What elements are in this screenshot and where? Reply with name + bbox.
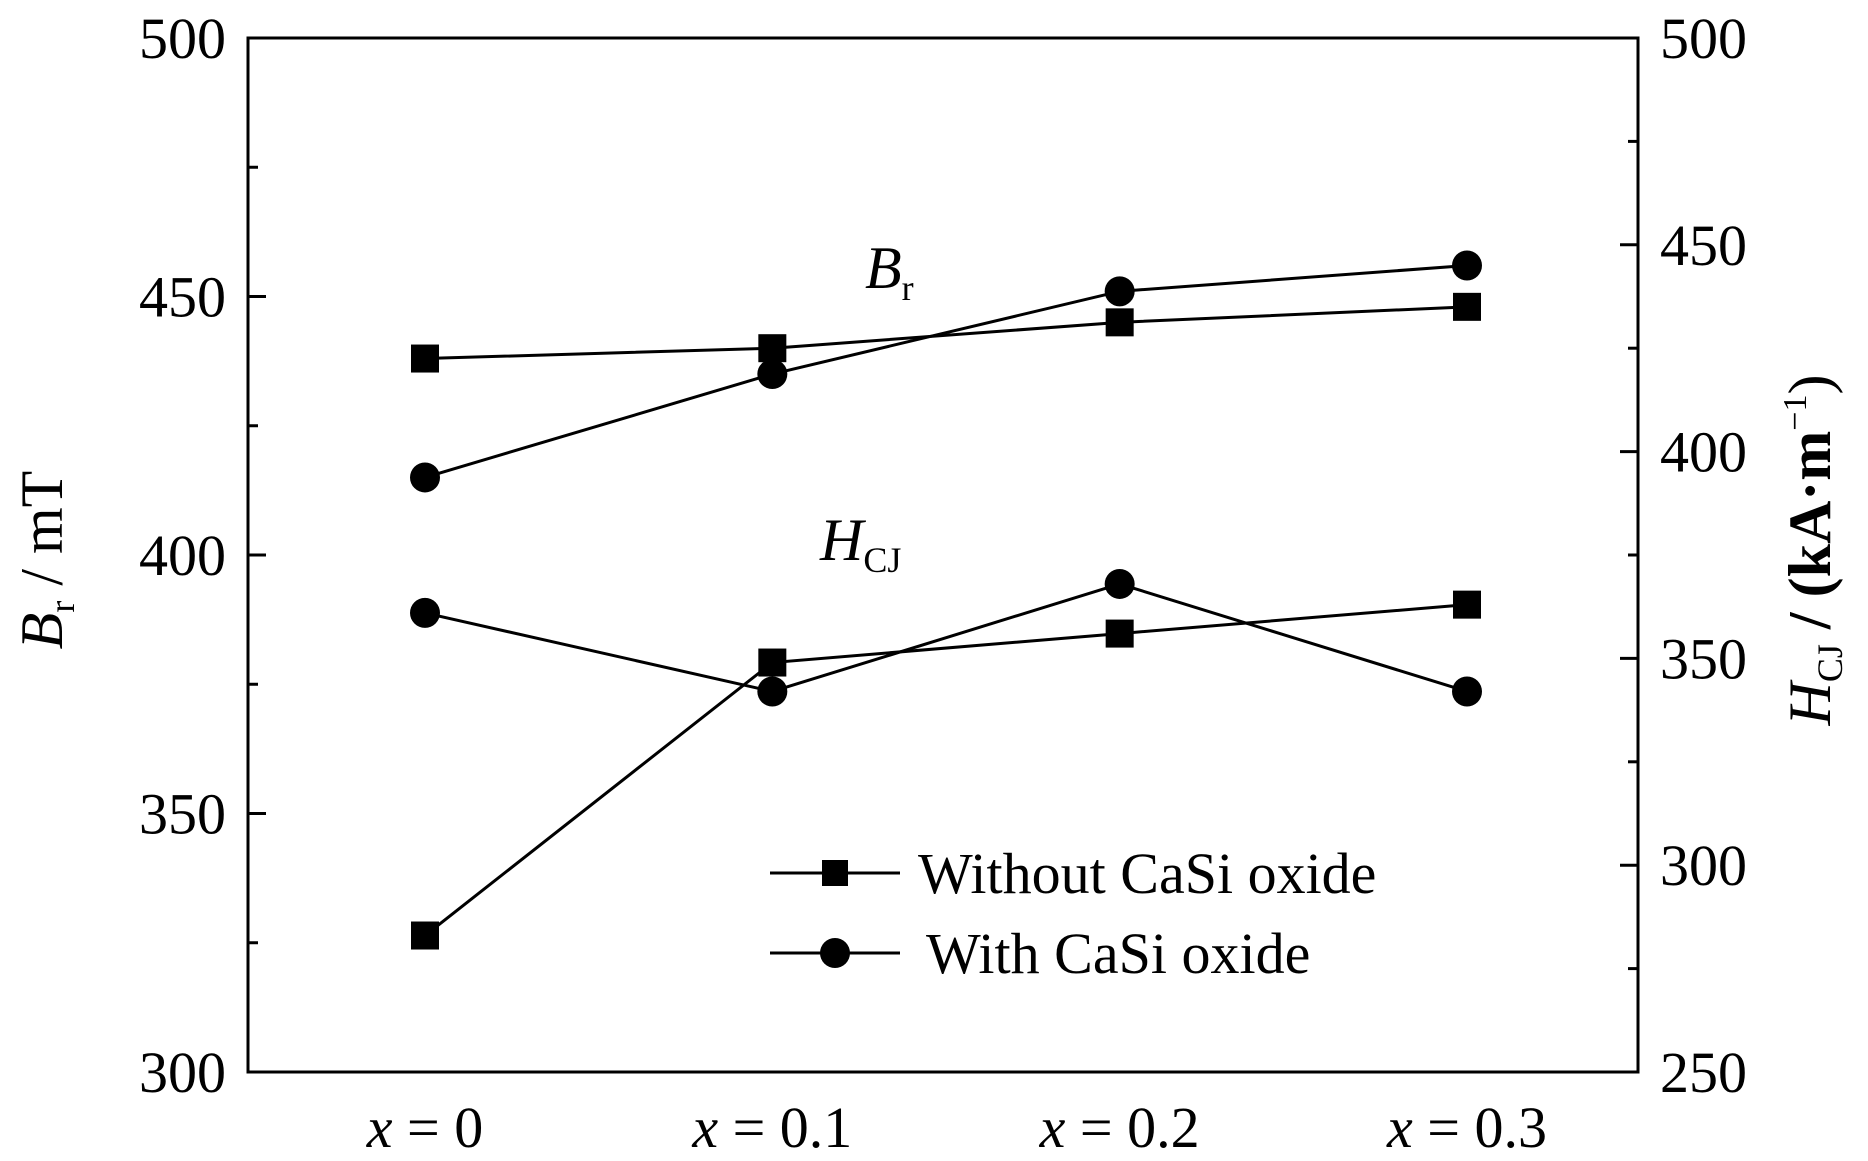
- right-tick-label: 300: [1660, 833, 1747, 898]
- br-annotation: Br: [865, 235, 914, 308]
- x-category-label: x = 0.1: [691, 1095, 852, 1160]
- hcj-without-point: [758, 648, 787, 677]
- hcj-with-point: [410, 597, 440, 628]
- br-without-point: [1105, 308, 1134, 337]
- right-tick-label: 400: [1660, 420, 1747, 485]
- hcj-with-point: [1104, 568, 1135, 599]
- x-category-label: x = 0.3: [1386, 1095, 1547, 1160]
- legend-square-marker: [822, 860, 848, 886]
- right-tick-label: 250: [1660, 1040, 1747, 1105]
- br-with-point: [410, 462, 440, 493]
- hcj-without-line: [424, 603, 1468, 937]
- br-without-line: [424, 305, 1468, 361]
- left-tick-label: 450: [139, 265, 226, 330]
- hcj-annotation: HCJ: [819, 507, 901, 580]
- legend-label-without: Without CaSi oxide: [918, 841, 1376, 906]
- hcj-with-point: [757, 676, 788, 707]
- plot-frame: [246, 36, 1640, 1074]
- legend-circle-marker: [820, 938, 850, 968]
- left-tick-label: 350: [139, 782, 226, 847]
- br-with-point: [757, 359, 788, 390]
- right-axis-title: HCJ / (kA·m−1): [1777, 375, 1850, 727]
- axes: 300 350 400 450 500 250 300 350 400 450 500 x = 0 x …: [139, 6, 1747, 1160]
- left-tick-label: 400: [139, 523, 226, 588]
- right-tick-label: 350: [1660, 626, 1747, 691]
- br-with-point: [1452, 250, 1482, 281]
- left-axis-title: Br / mT: [9, 471, 82, 650]
- hcj-without-point: [411, 921, 439, 950]
- right-tick-label: 500: [1660, 6, 1747, 71]
- hcj-with-line: [424, 582, 1468, 694]
- legend-label-with: With CaSi oxide: [926, 921, 1310, 986]
- hcj-without-point: [1105, 619, 1134, 648]
- br-with-point: [1104, 276, 1135, 307]
- left-tick-label: 300: [139, 1040, 226, 1105]
- series-group: [410, 250, 1482, 950]
- right-tick-label: 450: [1660, 213, 1747, 278]
- br-without-point: [758, 334, 787, 363]
- br-without-point: [411, 344, 439, 373]
- hcj-without-point: [1453, 590, 1481, 619]
- br-with-line: [424, 263, 1468, 479]
- left-tick-label: 500: [139, 6, 226, 71]
- x-category-label: x = 0.2: [1039, 1095, 1200, 1160]
- br-without-point: [1453, 292, 1481, 321]
- legend: Without CaSi oxide With CaSi oxide: [770, 841, 1376, 986]
- hcj-with-point: [1452, 676, 1482, 707]
- x-category-label: x = 0: [366, 1095, 483, 1160]
